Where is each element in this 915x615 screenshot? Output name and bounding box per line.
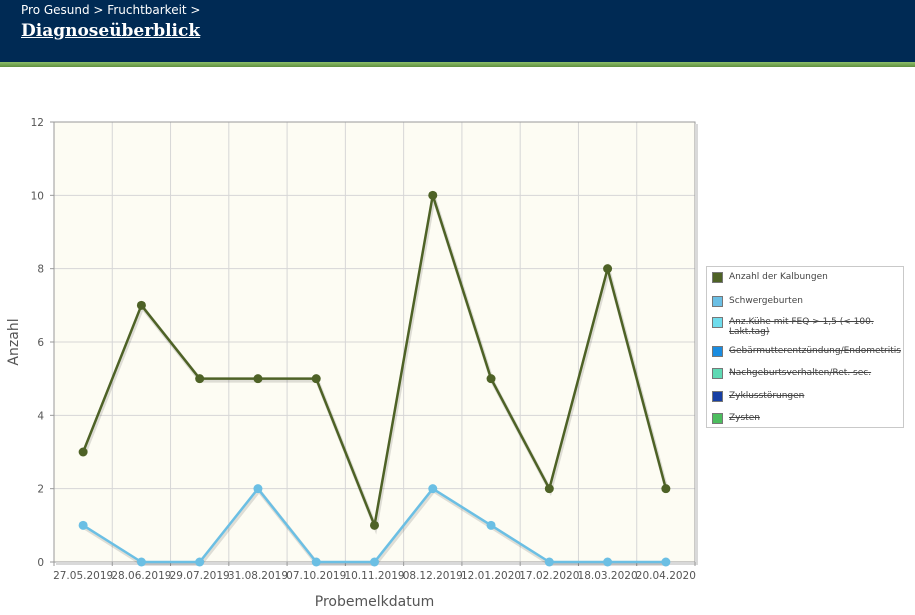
line-chart: 0 2 4 6 8 10 12 27.05.201928.06.201929.07.2019… [6,117,698,610]
legend-swatch [712,317,723,328]
data-point[interactable] [486,520,496,530]
x-tick-label: 07.10.2019 [286,570,346,582]
legend-item[interactable]: Gebärmutterentzündung/Endometritis [712,346,901,357]
x-tick-label: 17.02.2020 [519,570,579,582]
legend-label: Schwergeburten [729,296,803,306]
x-tick-label: 31.08.2019 [228,570,288,582]
legend-swatch [712,272,723,283]
y-tick-label: 0 [37,557,44,569]
data-point[interactable] [253,374,263,384]
x-tick-label: 18.03.2020 [578,570,638,582]
y-tick-label: 8 [37,264,44,276]
breadcrumb[interactable]: Pro Gesund > Fruchtbarkeit > [21,3,201,17]
legend-swatch [712,368,723,379]
data-point[interactable] [136,300,146,310]
data-point[interactable] [486,374,496,384]
y-tick-labels: 0 2 4 6 8 10 12 [31,117,45,569]
data-point[interactable] [253,484,263,494]
legend-item[interactable]: Zysten [712,413,899,424]
legend-item[interactable]: Anzahl der Kalbungen [712,272,899,283]
y-tick-label: 4 [37,410,44,422]
page-title: Diagnoseüberblick [21,21,201,41]
y-tick-label: 10 [31,190,44,202]
data-point[interactable] [661,557,671,567]
data-point[interactable] [603,264,613,274]
data-point[interactable] [544,484,554,494]
data-point[interactable] [370,520,379,530]
legend-label: Anzahl der Kalbungen [729,272,828,282]
data-point[interactable] [603,557,613,567]
data-point[interactable] [78,520,88,530]
legend-item[interactable]: Zyklusstörungen [712,391,899,402]
header-divider [0,62,915,67]
legend-label: Anz.Kühe mit FEQ > 1,5 (< 100. Lakt.tag) [729,317,874,337]
x-tick-label: 08.12.2019 [403,570,463,582]
legend-label: Nachgeburtsverhalten/Ret. sec. [729,368,872,378]
x-tick-label: 10.11.2019 [344,570,404,582]
legend-swatch [712,391,723,402]
x-tick-label: 20.04.2020 [636,570,696,582]
x-tick-label: 12.01.2020 [461,570,521,582]
y-tick-label: 12 [31,117,44,129]
data-point[interactable] [370,557,379,567]
legend-label: Zysten [729,413,760,423]
data-point[interactable] [311,374,321,384]
data-point[interactable] [195,374,205,384]
data-point[interactable] [136,557,146,567]
data-point[interactable] [544,557,554,567]
y-axis-label: Anzahl [6,318,22,365]
y-tick-label: 6 [37,337,44,349]
data-point[interactable] [428,484,438,494]
x-tick-label: 29.07.2019 [170,570,230,582]
header-bar: Pro Gesund > Fruchtbarkeit > Diagnoseübe… [0,0,915,62]
legend-item[interactable]: Schwergeburten [712,296,899,307]
data-point[interactable] [195,557,205,567]
x-tick-label: 27.05.2019 [53,570,113,582]
legend-swatch [712,296,723,307]
x-tick-label: 28.06.2019 [111,570,171,582]
chart-legend: Anzahl der Kalbungen Schwergeburten Anz.Kü… [706,266,904,428]
data-point[interactable] [428,190,438,200]
legend-label: Gebärmutterentzündung/Endometritis [729,346,901,356]
data-point[interactable] [78,447,88,457]
legend-item[interactable]: Anz.Kühe mit FEQ > 1,5 (< 100. Lakt.tag) [712,317,899,337]
data-point[interactable] [311,557,321,567]
series-group [78,190,671,567]
data-point[interactable] [661,484,671,494]
legend-swatch [712,413,723,424]
x-axis-label: Probemelkdatum [315,594,434,610]
y-tick-label: 2 [37,484,44,496]
x-tick-labels: 27.05.201928.06.201929.07.201931.08.2019… [53,570,696,582]
legend-swatch [712,346,723,357]
legend-label: Zyklusstörungen [729,391,805,401]
legend-item[interactable]: Nachgeburtsverhalten/Ret. sec. [712,368,899,379]
